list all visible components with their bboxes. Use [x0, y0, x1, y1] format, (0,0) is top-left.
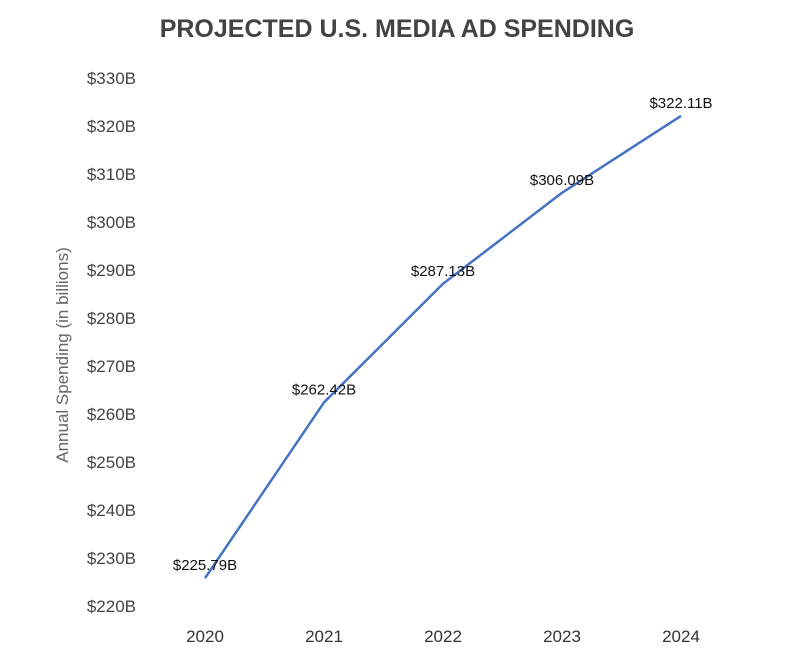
x-tick-label: 2022: [424, 627, 462, 646]
y-tick-label: $270B: [87, 357, 136, 376]
series-line: [203, 114, 682, 579]
x-tick-label: 2020: [186, 627, 224, 646]
x-tick-label: 2023: [543, 627, 581, 646]
x-tick-label: 2021: [305, 627, 343, 646]
x-tick-label: 2024: [662, 627, 700, 646]
y-tick-label: $280B: [87, 309, 136, 328]
y-tick-label: $260B: [87, 405, 136, 424]
y-tick-label: $330B: [87, 69, 136, 88]
data-label: $225.79B: [173, 557, 237, 574]
series-group: [203, 114, 682, 579]
y-tick-label: $240B: [87, 501, 136, 520]
y-tick-label: $230B: [87, 549, 136, 568]
y-tick-label: $300B: [87, 213, 136, 232]
y-tick-label: $220B: [87, 597, 136, 616]
data-label: $262.42B: [292, 381, 356, 398]
y-axis: $220B $230B $240B $250B $260B $270B $280B $290B…: [87, 69, 136, 616]
y-tick-label: $250B: [87, 453, 136, 472]
chart-title: PROJECTED U.S. MEDIA AD SPENDING: [160, 15, 635, 43]
data-label: $287.13B: [411, 263, 475, 280]
data-label: $322.11B: [649, 95, 712, 112]
y-tick-label: $320B: [87, 117, 136, 136]
data-label: $306.09B: [530, 172, 594, 189]
y-axis-label: Annual Spending (in billions): [53, 247, 72, 462]
y-tick-label: $310B: [87, 165, 136, 184]
x-axis: 2020 2021 2022 2023 2024: [186, 627, 700, 646]
data-labels: $225.79B $262.42B $287.13B $306.09B $322.11B: [173, 95, 713, 574]
y-tick-label: $290B: [87, 261, 136, 280]
